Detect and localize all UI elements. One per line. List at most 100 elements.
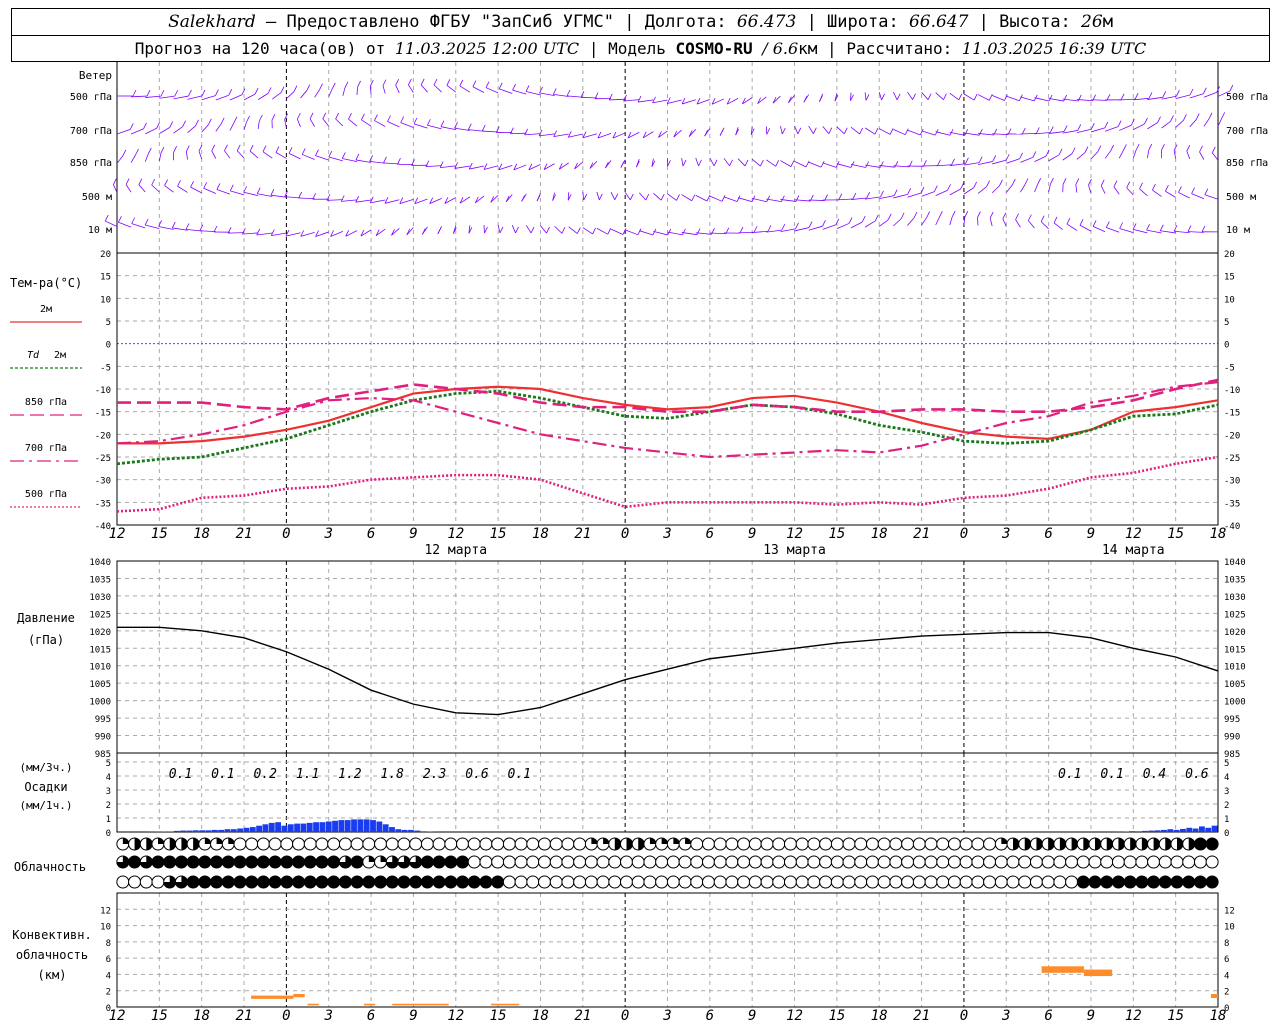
wind-barb [1034, 132, 1051, 135]
cloud-symbol-fill [626, 838, 633, 850]
cloud-symbol-fill [1118, 838, 1125, 850]
wind-barb [215, 94, 229, 101]
wind-barb [553, 94, 569, 97]
wind-barb [738, 231, 755, 234]
cloud-symbol [631, 855, 645, 869]
wind-barb [420, 84, 428, 93]
cloud-symbol [971, 837, 985, 851]
wind-barb-feather [1032, 151, 1037, 158]
cloud-symbol [561, 837, 575, 851]
wind-barb-feather [284, 190, 289, 197]
wind-barb-feather [861, 215, 866, 223]
cloud-symbol [737, 837, 751, 851]
wind-barb [673, 129, 682, 138]
wind-barb-feather [822, 220, 826, 227]
wind-barb [215, 123, 222, 132]
precip-bar [319, 822, 326, 832]
cloud-symbol-fill [1059, 838, 1066, 850]
wind-barb [1132, 229, 1148, 234]
cloud-symbol [538, 855, 552, 869]
cloud-symbol-fill [169, 838, 176, 850]
precip-bar [192, 830, 199, 832]
wind-barb [374, 120, 386, 127]
time-tick-label-bottom: 21 [574, 1008, 591, 1024]
cloud-symbol [690, 855, 704, 869]
cloud-symbol-fill [456, 876, 469, 888]
wind-barb [285, 232, 301, 237]
wind-barb-feather [147, 147, 152, 155]
cloud-symbol-fill [1071, 838, 1078, 850]
cloud-symbol-fill [210, 876, 223, 888]
wind-barb [757, 96, 767, 104]
wind-barb [528, 163, 541, 171]
cloud-symbol [877, 855, 891, 869]
cloud-symbol [1123, 855, 1137, 869]
wind-barb-feather [775, 160, 780, 167]
wind-barb [173, 95, 189, 100]
cloud-symbol-fill [591, 838, 598, 844]
time-tick-label-bottom: 12 [1125, 1008, 1142, 1024]
precip-frame [116, 752, 1219, 833]
wind-barb-feather [1113, 180, 1118, 187]
wind-barb [198, 150, 203, 160]
model-name: COSMO-RU [675, 39, 753, 58]
wind-barb [653, 230, 668, 236]
wind-barb-feather [131, 217, 136, 224]
wind-barb [369, 161, 386, 164]
wind-barb [475, 195, 485, 204]
time-tick-label: 12 [447, 526, 464, 542]
temp-y-tick: -20 [95, 431, 111, 441]
cloud-symbol-fill [1141, 838, 1148, 850]
wind-barb-feather [900, 212, 905, 220]
temp-y-tick: 5 [106, 318, 111, 328]
wind-barb [300, 232, 315, 237]
wind-barb-feather [227, 226, 232, 234]
pressure-y-tick: 1015 [89, 645, 111, 655]
wind-barb-feather [735, 128, 740, 136]
cloud-symbol [877, 875, 891, 889]
wind-barb [949, 217, 953, 226]
time-tick-label: 18 [1210, 526, 1227, 542]
wind-barb [977, 186, 987, 194]
cloud-symbol-fill [1024, 838, 1031, 850]
precip-bar [408, 829, 414, 832]
wind-barb-feather [236, 144, 241, 151]
wind-barb-feather [1058, 148, 1063, 155]
conv-y-tick-right: 2 [1224, 988, 1229, 998]
wind-barb [172, 227, 188, 231]
cloud-symbol [409, 837, 423, 851]
wind-barb-feather [1159, 224, 1164, 231]
wind-barb [159, 127, 170, 134]
wind-barb-feather [913, 211, 918, 219]
wind-barb-feather [608, 93, 613, 101]
wind-barb [989, 217, 993, 227]
wind-barb-feather [546, 226, 550, 234]
cloud-symbol [467, 837, 481, 851]
cloud-symbol [748, 855, 762, 869]
wind-level-label-right: 500 м [1226, 192, 1256, 203]
wind-barb [322, 118, 330, 127]
wind-barb [472, 86, 485, 93]
cloud-symbol-fill [257, 856, 270, 868]
cloud-symbol-fill [1147, 876, 1160, 888]
cloud-symbol [713, 855, 727, 869]
pressure-y-tick: 990 [95, 733, 111, 743]
wind-barb-feather [834, 94, 839, 102]
wind-barb [249, 150, 259, 159]
model-resolution: / 6.6 [762, 39, 799, 58]
precip-ylabel-bottom: (мм/1ч.) [20, 799, 73, 812]
wind-level-label: 10 м [88, 225, 112, 236]
cloud-symbol-fill [280, 856, 293, 868]
precip-bar [363, 819, 370, 832]
temp-legend-label-2: 2м [54, 350, 66, 361]
cloud-symbol-fill [198, 876, 211, 888]
wind-barb-feather [1035, 127, 1040, 134]
wind-barb [408, 84, 414, 93]
cloud-symbol [830, 837, 844, 851]
wind-barb-feather [331, 82, 336, 89]
wind-barb-feather [627, 131, 632, 139]
wind-barb [315, 155, 329, 161]
cloud-symbol [561, 855, 575, 869]
wind-barb-feather [803, 95, 808, 103]
cloud-symbol [573, 875, 587, 889]
